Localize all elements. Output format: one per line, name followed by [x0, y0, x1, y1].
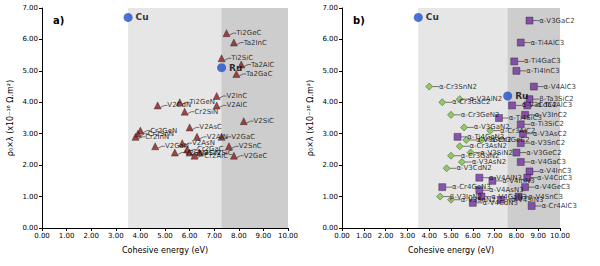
svg-text:8.00: 8.00: [509, 232, 525, 240]
svg-text:Cohesive energy (eV): Cohesive energy (eV): [408, 246, 494, 255]
svg-text:Cr2GaC: Cr2GaC: [197, 145, 224, 153]
svg-text:a): a): [53, 15, 64, 26]
svg-text:1.00: 1.00: [356, 232, 372, 240]
svg-text:α-Ti4InC3: α-Ti4InC3: [526, 67, 559, 75]
svg-text:Cu: Cu: [136, 12, 149, 22]
svg-text:ρ₀×λ (x10⁻¹⁶ Ω.m²): ρ₀×λ (x10⁻¹⁶ Ω.m²): [306, 80, 315, 156]
svg-text:Ti2SiC: Ti2SiC: [230, 54, 253, 62]
svg-text:Ta2InC: Ta2InC: [243, 39, 267, 47]
svg-text:3.00: 3.00: [108, 232, 124, 240]
svg-text:α-V3GeC2: α-V3GeC2: [526, 149, 561, 157]
svg-text:6.00: 6.00: [22, 35, 38, 43]
svg-text:7.00: 7.00: [22, 4, 38, 12]
svg-text:1.00: 1.00: [22, 193, 38, 201]
svg-text:5.00: 5.00: [443, 232, 459, 240]
svg-text:α-V3SnC2: α-V3SnC2: [531, 139, 566, 147]
svg-text:0.00: 0.00: [34, 232, 50, 240]
svg-text:2.00: 2.00: [322, 161, 338, 169]
svg-text:b): b): [353, 15, 365, 26]
svg-text:α-V4GaC3: α-V4GaC3: [531, 158, 566, 166]
svg-text:α-Cr3SnN2: α-Cr3SnN2: [439, 83, 477, 91]
svg-text:α-Ti3SiC2: α-Ti3SiC2: [531, 120, 564, 128]
svg-text:α-V4CdC3: α-V4CdC3: [537, 174, 572, 182]
svg-text:7.00: 7.00: [487, 232, 503, 240]
svg-text:V2GaC: V2GaC: [231, 133, 255, 141]
svg-text:α-Cr3GaC2: α-Cr3GaC2: [452, 98, 490, 106]
svg-text:4.00: 4.00: [421, 232, 437, 240]
svg-text:α-V4GeC3: α-V4GeC3: [535, 183, 570, 191]
svg-text:0.00: 0.00: [334, 232, 350, 240]
svg-text:7.00: 7.00: [206, 232, 222, 240]
svg-text:Cr2SiN: Cr2SiN: [194, 108, 218, 116]
svg-text:α-Ti4GeN3: α-Ti4GeN3: [467, 133, 504, 141]
svg-text:α-V3AsC2: α-V3AsC2: [533, 130, 567, 138]
svg-text:α-Ti4AlC3: α-Ti4AlC3: [531, 39, 565, 47]
svg-text:4.00: 4.00: [322, 98, 338, 106]
svg-text:2.00: 2.00: [83, 232, 99, 240]
svg-text:Ru: Ru: [515, 91, 528, 101]
svg-text:1.00: 1.00: [322, 193, 338, 201]
svg-text:6.00: 6.00: [465, 232, 481, 240]
svg-text:9.00: 9.00: [256, 232, 272, 240]
svg-text:5.00: 5.00: [322, 67, 338, 75]
svg-text:α-V4AlC3: α-V4AlC3: [544, 83, 576, 91]
svg-text:V2GeC: V2GeC: [244, 152, 268, 160]
svg-text:α-V3CdN2: α-V3CdN2: [456, 164, 491, 172]
svg-text:V2SnC: V2SnC: [239, 142, 262, 150]
svg-text:ρ₀×λ (x10⁻¹⁶ Ω.m²): ρ₀×λ (x10⁻¹⁶ Ω.m²): [6, 80, 15, 156]
svg-text:Ti2GeN: Ti2GeN: [189, 98, 215, 106]
svg-text:Ta2GaC: Ta2GaC: [245, 70, 273, 78]
svg-text:6.00: 6.00: [322, 35, 338, 43]
svg-text:10.00: 10.00: [550, 232, 570, 240]
svg-text:Ru: Ru: [229, 63, 242, 73]
svg-text:2.00: 2.00: [22, 161, 38, 169]
svg-text:V2InC: V2InC: [226, 92, 247, 100]
svg-text:V2AlC: V2AlC: [226, 101, 247, 109]
svg-text:V2CdN: V2CdN: [167, 101, 191, 109]
svg-text:V2SiC: V2SiC: [253, 117, 274, 125]
svg-text:Cohesive energy (eV): Cohesive energy (eV): [122, 246, 208, 255]
svg-text:10.00: 10.00: [278, 232, 298, 240]
svg-text:3.00: 3.00: [400, 232, 416, 240]
svg-text:4.00: 4.00: [22, 98, 38, 106]
svg-text:Ti2GeC: Ti2GeC: [235, 29, 261, 37]
svg-text:1.00: 1.00: [59, 232, 75, 240]
svg-text:3.00: 3.00: [22, 130, 38, 138]
svg-text:α-V4SiN3: α-V4SiN3: [511, 196, 543, 204]
svg-text:6.00: 6.00: [182, 232, 198, 240]
svg-text:3.00: 3.00: [322, 130, 338, 138]
svg-text:α-Cr3GeN2: α-Cr3GeN2: [461, 111, 500, 119]
svg-text:α-V3GaN2: α-V3GaN2: [474, 123, 510, 131]
svg-text:α-Ta4AlC3: α-Ta4AlC3: [537, 101, 572, 109]
svg-text:5.00: 5.00: [22, 67, 38, 75]
svg-text:α-V4InN3: α-V4InN3: [502, 177, 535, 185]
svg-text:8.00: 8.00: [231, 232, 247, 240]
svg-text:9.00: 9.00: [530, 232, 546, 240]
svg-text:4.00: 4.00: [133, 232, 149, 240]
svg-text:V2AsC: V2AsC: [199, 123, 222, 131]
svg-text:Cu: Cu: [426, 12, 439, 22]
svg-text:Ta2AlC: Ta2AlC: [250, 61, 275, 69]
svg-text:α-V3GaC2: α-V3GaC2: [539, 17, 574, 25]
svg-text:5.00: 5.00: [157, 232, 173, 240]
svg-text:α-Cr4GeN3: α-Cr4GeN3: [452, 183, 491, 191]
svg-text:2.00: 2.00: [378, 232, 394, 240]
svg-text:α-Cr4AlC3: α-Cr4AlC3: [541, 202, 576, 210]
svg-text:Cr2InN: Cr2InN: [145, 133, 169, 141]
svg-text:7.00: 7.00: [322, 4, 338, 12]
svg-text:α-Ti4GaC3: α-Ti4GaC3: [524, 57, 561, 65]
